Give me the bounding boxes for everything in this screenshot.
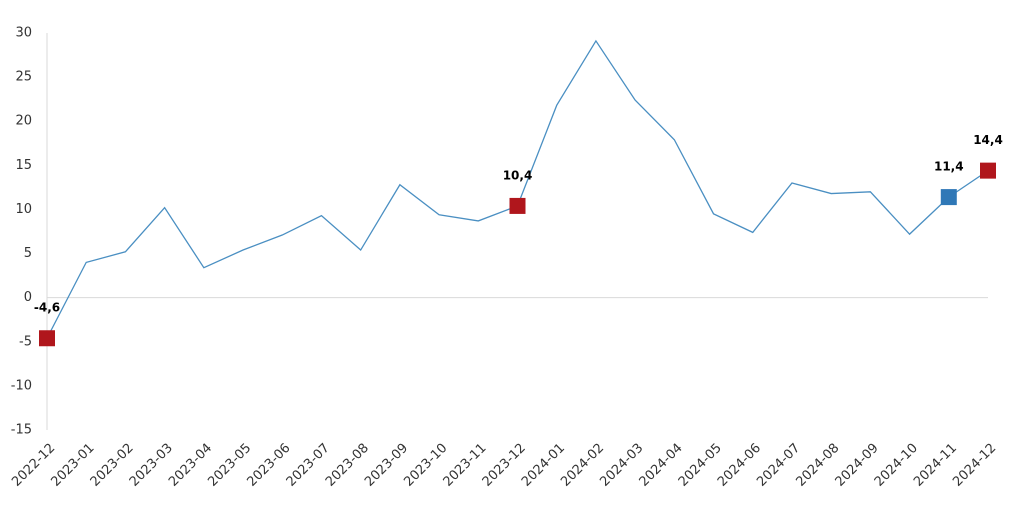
y-tick-label: 30 [15, 26, 32, 41]
data-line [46, 39, 989, 339]
highlight-marker [509, 197, 526, 214]
y-tick-label: 20 [15, 114, 32, 129]
y-tick-label: 0 [24, 290, 32, 305]
y-tick-label: -15 [11, 423, 32, 438]
data-label: 10,4 [503, 168, 533, 182]
data-label: 11,4 [934, 160, 964, 174]
y-tick-label: -5 [19, 334, 32, 349]
y-tick-label: 25 [15, 70, 32, 85]
y-tick-label: 10 [15, 202, 32, 217]
data-label: 14,4 [973, 133, 1003, 147]
highlight-marker [39, 330, 55, 347]
highlight-marker [940, 189, 957, 206]
y-tick-label: 5 [24, 246, 32, 261]
y-tick-label: 15 [15, 158, 32, 173]
x-tick-label: 2024-12 [950, 441, 999, 490]
data-label: -4,6 [34, 301, 60, 315]
y-tick-label: -10 [11, 378, 32, 393]
highlight-marker [980, 162, 996, 179]
